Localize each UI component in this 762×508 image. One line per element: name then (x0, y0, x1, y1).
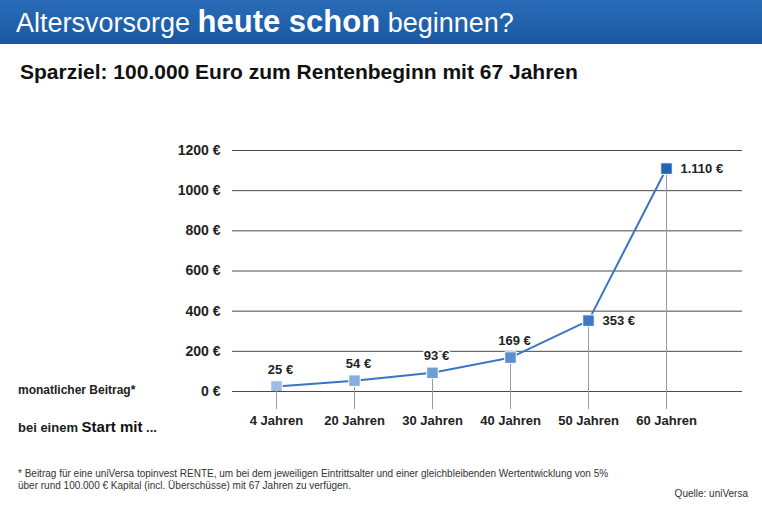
svg-text:169 €: 169 € (498, 333, 531, 348)
svg-text:30 Jahren: 30 Jahren (402, 413, 463, 428)
html-text:bei einem Start mit...: bei einem Start mit... (18, 418, 157, 435)
svg-text:600 €: 600 € (185, 262, 220, 278)
svg-text:60 Jahren: 60 Jahren (636, 413, 697, 428)
svg-text:400 €: 400 € (185, 303, 220, 319)
svg-text:50 Jahren: 50 Jahren (558, 413, 619, 428)
svg-text:1200 €: 1200 € (178, 142, 221, 158)
svg-text:20 Jahren: 20 Jahren (324, 413, 385, 428)
html-text:monatlicher Beitrag*: monatlicher Beitrag* (18, 383, 136, 397)
svg-text:4 Jahren: 4 Jahren (250, 413, 304, 428)
svg-text:0 €: 0 € (201, 383, 221, 399)
svg-text:40 Jahren: 40 Jahren (480, 413, 541, 428)
svg-text:200 €: 200 € (185, 343, 220, 359)
svg-text:25 €: 25 € (268, 362, 293, 377)
html-text:* Beitrag für eine uniVersa to: * Beitrag für eine uniVersa topinvest RE… (18, 468, 609, 491)
html-text:Quelle: uniVersa: Quelle: uniVersa (674, 488, 748, 499)
svg-text:800 €: 800 € (185, 222, 220, 238)
html-text:Sparziel: 100.000 Euro zum Ren: Sparziel: 100.000 Euro zum Rentenbeginn … (20, 60, 578, 83)
svg-text:353 €: 353 € (603, 313, 636, 328)
svg-text:1.110 €: 1.110 € (681, 161, 724, 176)
svg-text:54 €: 54 € (346, 356, 371, 371)
svg-text:1000 €: 1000 € (178, 182, 221, 198)
svg-text:93 €: 93 € (424, 348, 449, 363)
html-text:Altersvorsorge heute schon beg: Altersvorsorge heute schon beginnen? (16, 4, 514, 39)
